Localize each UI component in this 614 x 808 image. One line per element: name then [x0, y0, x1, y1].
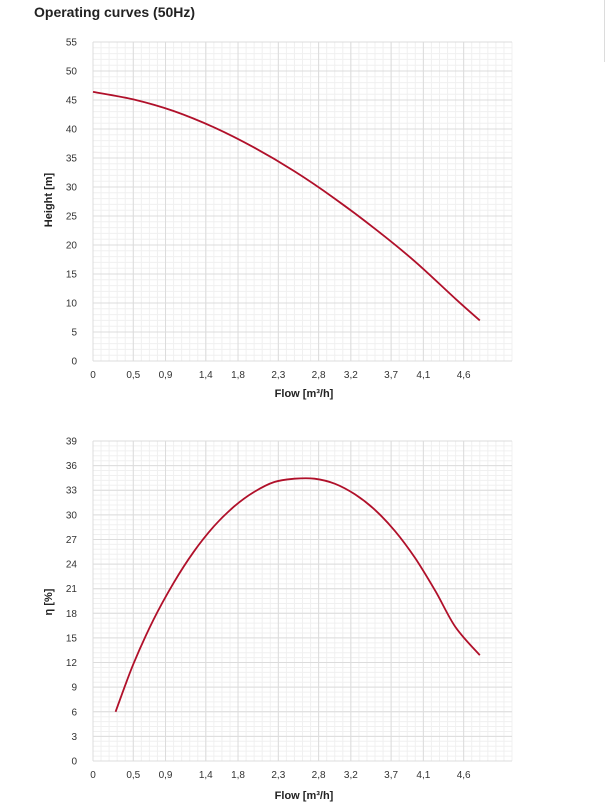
y-tick-label: 21	[66, 584, 78, 595]
x-tick-label: 4,1	[416, 770, 430, 781]
x-tick-label: 4,6	[457, 370, 471, 381]
y-tick-label: 30	[66, 510, 78, 521]
x-tick-label: 2,8	[312, 370, 326, 381]
divider	[604, 0, 605, 62]
x-tick-label: 0,5	[126, 770, 140, 781]
grid	[92, 440, 513, 762]
x-tick-label: 2,3	[271, 770, 285, 781]
y-tick-label: 9	[71, 683, 77, 694]
x-tick-label: 1,4	[199, 770, 213, 781]
y-tick-label: 33	[66, 486, 78, 497]
x-tick-label: 0	[90, 770, 96, 781]
x-tick-label: 0	[90, 370, 96, 381]
x-tick-label: 3,2	[344, 370, 358, 381]
x-tick-label: 2,8	[312, 770, 326, 781]
x-axis-label: Flow [m³/h]	[275, 388, 334, 400]
y-tick-label: 15	[66, 270, 78, 281]
x-tick-label: 0,5	[126, 370, 140, 381]
y-tick-label: 55	[66, 38, 78, 49]
x-tick-label: 4,6	[457, 770, 471, 781]
y-tick-label: 45	[66, 96, 78, 107]
y-axis-label: Height [m]	[43, 172, 55, 227]
y-tick-label: 15	[66, 633, 78, 644]
y-tick-label: 5	[71, 328, 77, 339]
y-tick-label: 10	[66, 299, 78, 310]
y-tick-label: 0	[71, 757, 77, 768]
y-tick-label: 40	[66, 125, 78, 136]
series-line	[114, 477, 481, 713]
y-tick-label: 3	[71, 732, 77, 743]
y-tick-label: 0	[71, 357, 77, 368]
efficiency-chart: Flow [m³/h] η [%] 0369121518212427303336…	[43, 437, 513, 802]
x-tick-label: 1,4	[199, 370, 213, 381]
x-tick-label: 3,7	[384, 370, 398, 381]
y-axis-label: η [%]	[43, 588, 55, 615]
y-tick-label: 20	[66, 241, 78, 252]
y-tick-label: 25	[66, 212, 78, 223]
x-tick-label: 3,2	[344, 770, 358, 781]
series-line	[92, 91, 481, 322]
y-tick-label: 50	[66, 67, 78, 78]
x-tick-label: 3,7	[384, 770, 398, 781]
y-tick-label: 6	[71, 707, 77, 718]
x-tick-label: 1,8	[231, 370, 245, 381]
y-tick-label: 12	[66, 658, 78, 669]
x-tick-label: 4,1	[416, 370, 430, 381]
x-tick-label: 1,8	[231, 770, 245, 781]
y-tick-label: 39	[66, 437, 78, 448]
y-tick-label: 30	[66, 183, 78, 194]
x-tick-label: 0,9	[159, 370, 173, 381]
page-title: Operating curves (50Hz)	[34, 4, 196, 20]
y-tick-label: 35	[66, 154, 78, 165]
grid	[92, 41, 513, 362]
x-axis-label: Flow [m³/h]	[275, 790, 334, 802]
x-tick-label: 2,3	[271, 370, 285, 381]
height-chart: Flow [m³/h] Height [m] 0 5 10 15 20 25 30 35 40 4…	[43, 38, 513, 400]
x-tick-label: 0,9	[159, 770, 173, 781]
y-tick-label: 36	[66, 461, 78, 472]
y-tick-label: 27	[66, 535, 78, 546]
y-tick-label: 18	[66, 609, 78, 620]
y-tick-label: 24	[66, 560, 78, 571]
